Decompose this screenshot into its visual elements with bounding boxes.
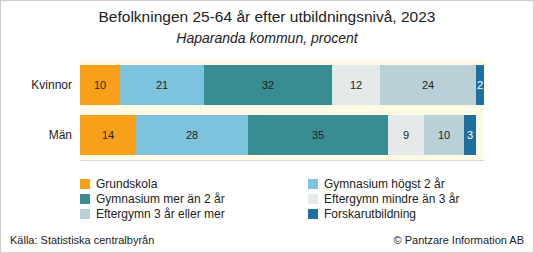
bar-segment <box>388 115 424 155</box>
legend-label: Eftergymn mindre än 3 år <box>324 192 459 206</box>
legend-swatch <box>308 194 318 204</box>
bar-segment <box>476 65 484 105</box>
data-label: 35 <box>312 129 324 141</box>
data-labels: 10 14 21 28 32 35 12 9 24 10 2 3 <box>94 79 483 141</box>
plot-background <box>80 60 484 160</box>
x-axis <box>81 160 485 161</box>
data-label: 10 <box>438 129 450 141</box>
legend-swatch <box>308 179 318 189</box>
tick: Kvinnor <box>31 78 80 92</box>
legend-swatch <box>80 179 90 189</box>
data-label: 9 <box>403 129 409 141</box>
data-label: 32 <box>262 79 274 91</box>
data-label: 2 <box>477 79 483 91</box>
bar-segment <box>204 65 332 105</box>
tick-label: Män <box>49 128 72 142</box>
source: Källa: Statistiska centralbyrån <box>10 234 154 246</box>
bar-segment <box>380 65 476 105</box>
chart: Befolkningen 25-64 år efter utbildningsn… <box>0 0 534 253</box>
data-label: 21 <box>156 79 168 91</box>
y-axis: Kvinnor Män <box>31 61 80 161</box>
bar-segment <box>248 115 388 155</box>
data-label: 12 <box>350 79 362 91</box>
legend-label: Eftergymn 3 år eller mer <box>96 207 225 221</box>
bar-segment <box>332 65 380 105</box>
axis-line <box>81 160 485 161</box>
data-label: 3 <box>467 129 473 141</box>
legend-label: Gymnasium högst 2 år <box>324 177 445 191</box>
legend-swatch <box>80 209 90 219</box>
credit: © Pantzare Information AB <box>394 234 524 246</box>
legend-swatch <box>308 209 318 219</box>
bar-segment <box>80 65 120 105</box>
bar-segment <box>424 115 464 155</box>
tick: Män <box>49 128 80 142</box>
axis-line <box>80 61 81 161</box>
title: Befolkningen 25-64 år efter utbildningsn… <box>99 8 436 25</box>
data-label: 14 <box>102 129 114 141</box>
bar-segment <box>80 115 136 155</box>
tick-label: Kvinnor <box>31 78 72 92</box>
legend: Grundskola Gymnasium högst 2 år Gymnasium … <box>80 177 459 221</box>
bar-segment <box>464 115 476 155</box>
bar-segment <box>136 115 248 155</box>
legend-label: Gymnasium mer än 2 år <box>96 192 225 206</box>
bars <box>80 65 484 155</box>
legend-swatch <box>80 194 90 204</box>
legend-label: Grundskola <box>96 177 158 191</box>
data-label: 10 <box>94 79 106 91</box>
bar-segment <box>120 65 204 105</box>
frame <box>1 1 534 253</box>
data-label: 28 <box>186 129 198 141</box>
legend-label: Forskarutbildning <box>324 207 416 221</box>
data-label: 24 <box>422 79 434 91</box>
subtitle: Haparanda kommun, procent <box>176 30 358 46</box>
